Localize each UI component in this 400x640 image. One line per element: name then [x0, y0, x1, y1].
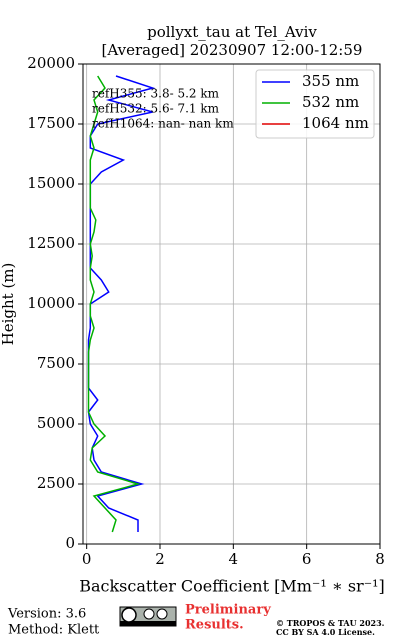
- legend-box: [255, 69, 375, 139]
- y-tick-label: 5000: [37, 414, 75, 432]
- plot-frame: [82, 63, 381, 545]
- legend-label: 1064 nm: [302, 114, 369, 132]
- legend-label: 532 nm: [302, 93, 359, 111]
- y-tick-label: 0: [65, 534, 75, 552]
- y-tick-label: 20000: [27, 54, 75, 72]
- x-tick-label: 2: [155, 550, 165, 568]
- x-tick-label: 8: [375, 550, 385, 568]
- y-tick-label: 15000: [27, 174, 75, 192]
- x-tick-label: 0: [82, 550, 92, 568]
- profile-line: [87, 75, 141, 533]
- annotation: refH1064: nan- nan km: [92, 117, 234, 131]
- version: Version: 3.6: [7, 607, 86, 622]
- notice: Results.: [185, 618, 244, 633]
- y-tick-label: 7500: [37, 354, 75, 372]
- x-axis-label: Backscatter Coefficient [Mm⁻¹ ∗ sr⁻¹]: [79, 577, 385, 596]
- y-tick-label: 17500: [27, 114, 75, 132]
- plot-area: [78, 63, 381, 549]
- license: CC BY SA 4.0 License.: [276, 627, 375, 637]
- x-tick-label: 6: [302, 550, 312, 568]
- y-tick-label: 10000: [27, 294, 75, 312]
- legend-label: 355 nm: [302, 72, 359, 90]
- chart-subtitle: [Averaged] 20230907 12:00-12:59: [102, 41, 363, 59]
- annotation: refH355: 3.8- 5.2 km: [92, 87, 220, 101]
- method: Method: Klett: [8, 623, 100, 638]
- license: © TROPOS & TAU 2023.: [276, 618, 385, 628]
- annotation: refH532: 5.6- 7.1 km: [92, 102, 220, 116]
- chart-title: pollyxt_tau at Tel_Aviv: [147, 23, 317, 41]
- x-tick-label: 4: [229, 550, 239, 568]
- notice: Preliminary: [185, 603, 271, 618]
- y-tick-label: 2500: [37, 474, 75, 492]
- y-axis-label: Height (m): [0, 263, 17, 346]
- y-tick-label: 12500: [27, 234, 75, 252]
- cc-logo: [119, 606, 177, 627]
